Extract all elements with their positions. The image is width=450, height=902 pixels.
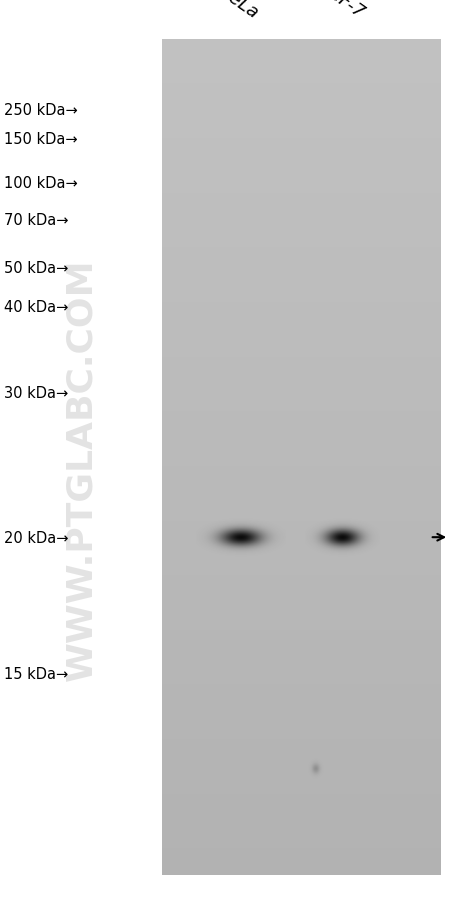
Text: 250 kDa→: 250 kDa→: [4, 103, 77, 117]
Text: 70 kDa→: 70 kDa→: [4, 213, 68, 227]
Text: 30 kDa→: 30 kDa→: [4, 386, 68, 400]
Text: MCF-7: MCF-7: [312, 0, 368, 23]
Text: 50 kDa→: 50 kDa→: [4, 261, 68, 275]
Text: WWW.PTGLABC.COM: WWW.PTGLABC.COM: [64, 258, 98, 680]
Text: 40 kDa→: 40 kDa→: [4, 300, 68, 315]
Text: HeLa: HeLa: [215, 0, 262, 23]
Text: 100 kDa→: 100 kDa→: [4, 176, 77, 190]
Text: 15 kDa→: 15 kDa→: [4, 667, 68, 681]
Text: 20 kDa→: 20 kDa→: [4, 530, 68, 545]
Text: 150 kDa→: 150 kDa→: [4, 133, 77, 147]
